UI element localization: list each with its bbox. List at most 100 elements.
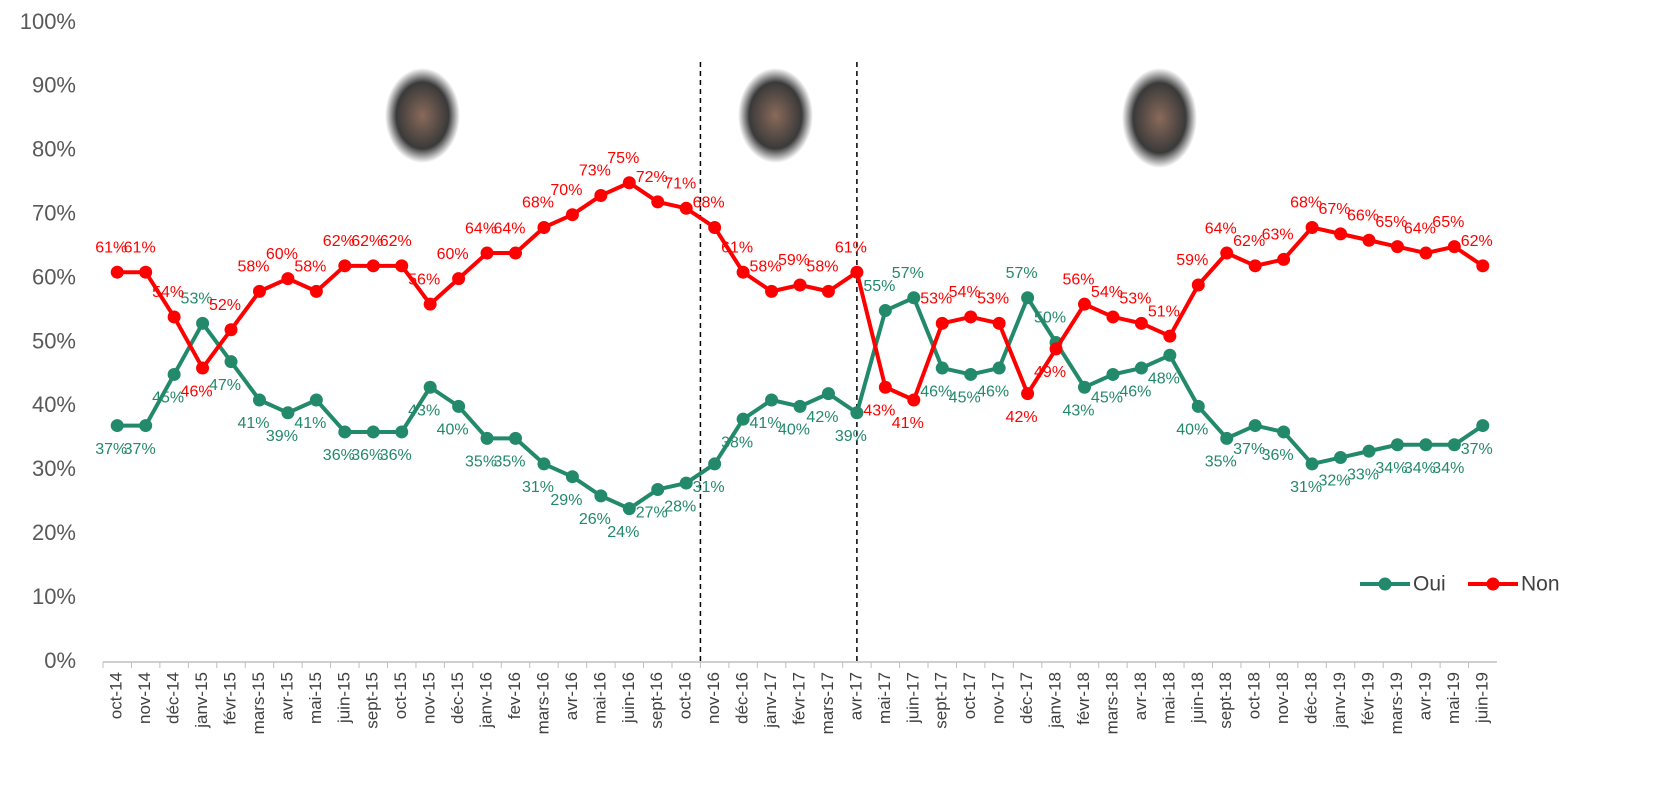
data-label: 40% [778, 422, 810, 439]
data-label: 42% [1006, 409, 1038, 426]
point [1134, 316, 1148, 330]
point [1220, 431, 1234, 445]
point [110, 419, 124, 433]
y-tick-label: 50% [32, 328, 76, 353]
point [224, 355, 238, 369]
point [878, 304, 892, 318]
data-label: 63% [1262, 227, 1294, 244]
x-tick-label: déc-18 [1302, 672, 1321, 724]
point [1021, 291, 1035, 305]
point [509, 431, 523, 445]
data-label: 32% [1319, 473, 1351, 490]
data-label: 62% [1233, 233, 1265, 250]
point [509, 246, 523, 260]
x-tick-label: déc-16 [733, 672, 752, 724]
data-label: 36% [1262, 447, 1294, 464]
data-label: 57% [892, 265, 924, 282]
data-label: 41% [294, 415, 326, 432]
point [992, 361, 1006, 375]
point [1106, 310, 1120, 324]
point [964, 310, 978, 324]
point [708, 220, 722, 234]
point [452, 272, 466, 286]
data-label: 31% [1290, 479, 1322, 496]
data-label: 54% [1091, 284, 1123, 301]
point [139, 265, 153, 279]
x-tick-label: oct-14 [107, 672, 126, 719]
point [1191, 278, 1205, 292]
point [281, 272, 295, 286]
point [1248, 419, 1262, 433]
point [1419, 438, 1433, 452]
data-label: 55% [863, 278, 895, 295]
x-tick-label: janv-18 [1046, 672, 1065, 729]
point [622, 176, 636, 190]
point [480, 431, 494, 445]
point [281, 406, 295, 420]
data-label: 34% [1404, 460, 1436, 477]
point [679, 201, 693, 215]
legend-marker [1378, 577, 1392, 591]
point [1134, 361, 1148, 375]
point [480, 246, 494, 260]
point [594, 489, 608, 503]
x-tick-label: avr-18 [1131, 672, 1150, 720]
point [821, 284, 835, 298]
y-tick-label: 0% [44, 648, 76, 673]
data-label: 27% [636, 505, 668, 522]
point [1476, 419, 1490, 433]
point [878, 380, 892, 394]
data-label: 37% [1233, 441, 1265, 458]
data-label: 50% [1034, 310, 1066, 327]
point [1077, 380, 1091, 394]
data-label: 45% [1091, 390, 1123, 407]
data-label: 68% [522, 195, 554, 212]
data-label: 59% [1176, 252, 1208, 269]
data-label: 58% [750, 259, 782, 276]
x-tick-label: juin-19 [1472, 672, 1491, 724]
point [1106, 367, 1120, 381]
y-tick-label: 10% [32, 584, 76, 609]
data-label: 54% [949, 284, 981, 301]
data-label: 60% [437, 246, 469, 263]
point [366, 425, 380, 439]
data-label: 46% [181, 383, 213, 400]
data-label: 38% [721, 434, 753, 451]
photo [1122, 68, 1197, 168]
x-tick-label: juin-16 [619, 672, 638, 724]
data-label: 37% [95, 441, 127, 458]
y-tick-label: 30% [32, 456, 76, 481]
x-tick-label: sept-18 [1216, 672, 1235, 729]
point [1305, 457, 1319, 471]
point [1390, 240, 1404, 254]
x-tick-label: janv-19 [1330, 672, 1349, 729]
point [679, 476, 693, 490]
x-tick-label: mai-16 [590, 672, 609, 724]
data-label: 68% [1290, 195, 1322, 212]
data-label: 48% [1148, 370, 1180, 387]
point [167, 310, 181, 324]
x-tick-label: juin-18 [1188, 672, 1207, 724]
x-tick-label: mai-17 [875, 672, 894, 724]
point [110, 265, 124, 279]
data-label: 51% [1148, 303, 1180, 320]
data-label: 35% [1205, 454, 1237, 471]
x-tick-label: nov-14 [135, 672, 154, 724]
point [1220, 246, 1234, 260]
data-label: 45% [949, 390, 981, 407]
data-label: 53% [181, 291, 213, 308]
point [850, 406, 864, 420]
data-label: 61% [721, 239, 753, 256]
point [1248, 259, 1262, 273]
point [1390, 438, 1404, 452]
data-label: 40% [1176, 422, 1208, 439]
x-tick-label: nov-18 [1273, 672, 1292, 724]
y-tick-label: 20% [32, 520, 76, 545]
data-label: 39% [266, 428, 298, 445]
data-label: 57% [1006, 265, 1038, 282]
photo [385, 68, 460, 163]
photo [738, 68, 813, 163]
point [1362, 444, 1376, 458]
x-tick-label: avr-19 [1415, 672, 1434, 720]
x-tick-label: déc-17 [1017, 672, 1036, 724]
